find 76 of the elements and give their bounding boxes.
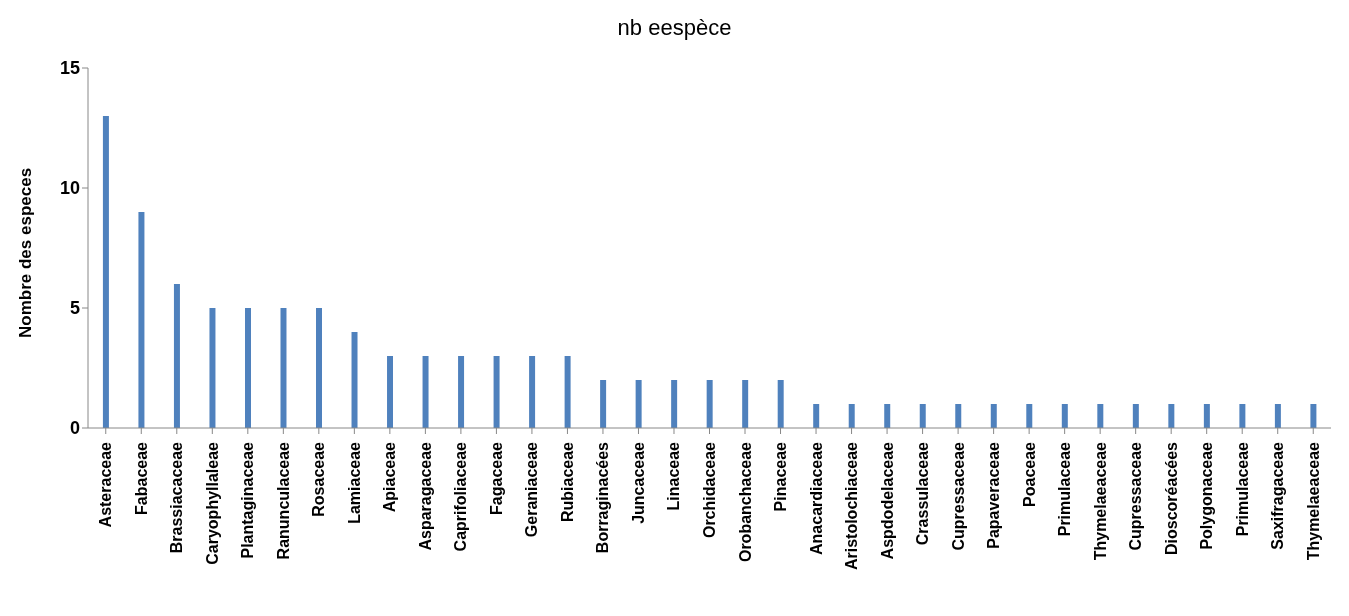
bar <box>244 308 251 428</box>
x-tick-label: Pinaceae <box>772 441 790 512</box>
x-tick-label: Rosaceae <box>310 441 328 517</box>
bar <box>1168 404 1175 428</box>
bar <box>1026 404 1033 428</box>
bar <box>280 308 287 428</box>
x-tick-label: Lamiaceae <box>345 441 363 524</box>
x-tick-label: Primulaceae <box>1056 441 1074 537</box>
x-tick-label: Poaceae <box>1020 441 1038 507</box>
bar <box>138 212 145 428</box>
x-tick-label: Polygonaceae <box>1198 441 1216 550</box>
bar <box>173 284 180 428</box>
bar <box>209 308 216 428</box>
bar <box>706 380 713 428</box>
x-tick-label: Aspdodelaceae <box>878 441 896 560</box>
x-tick-label: Thymelaeaceae <box>1304 441 1322 561</box>
bar <box>813 404 820 428</box>
bar <box>1310 404 1317 428</box>
bar <box>777 380 784 428</box>
bar <box>1274 404 1281 428</box>
x-tick-label: Cupressaceae <box>1127 441 1145 551</box>
x-tick-label: Saxifragaceae <box>1269 441 1287 550</box>
bar <box>316 308 322 428</box>
x-tick-label: Orobanchaceae <box>736 441 754 563</box>
x-tick-label: Aristolochiaceae <box>843 441 861 571</box>
bar <box>884 404 891 428</box>
x-tick-label: Orchidaceae <box>701 441 718 539</box>
x-tick-label: Cupressaceae <box>949 441 967 551</box>
x-tick-label: Primulaceae <box>1233 441 1251 537</box>
x-tick-label: Caprifoliaceae <box>452 441 470 552</box>
x-tick-label: Dioscoréacées <box>1162 441 1180 555</box>
x-tick-label: Plantaginaceae <box>239 441 257 559</box>
bar <box>493 356 500 428</box>
y-tick-label: 0 <box>69 418 80 439</box>
bar <box>387 356 394 428</box>
bar <box>848 404 855 428</box>
chart-title: nb eespèce <box>616 14 733 42</box>
x-tick-label: Fabaceae <box>132 441 150 515</box>
y-axis-title: Nombre des especes <box>16 167 36 338</box>
bar <box>351 332 358 428</box>
x-tick-label: Apiaceae <box>381 441 399 513</box>
bar <box>1061 404 1068 428</box>
x-tick-label: Linaceae <box>665 441 683 511</box>
y-tick-label: 10 <box>59 178 80 199</box>
x-tick-label: Asparagaceae <box>416 441 434 551</box>
bar <box>635 380 642 428</box>
bar <box>1132 404 1139 428</box>
bar <box>564 356 571 428</box>
bar <box>529 356 536 428</box>
x-tick-label: Brassiacaceae <box>168 441 186 554</box>
bar <box>1097 404 1104 428</box>
x-tick-label: Ranunculaceae <box>274 441 292 560</box>
x-tick-label: Asteraceae <box>97 441 115 528</box>
bar <box>102 116 109 428</box>
y-tick-label: 15 <box>59 58 80 79</box>
bar <box>600 380 607 428</box>
y-tick-label: 5 <box>69 298 80 319</box>
bar <box>919 404 926 428</box>
x-tick-label: Fagaceae <box>487 441 505 515</box>
bar <box>955 404 962 428</box>
x-tick-label: Thymelaeaceae <box>1091 441 1109 561</box>
bar <box>422 356 429 428</box>
bar <box>742 380 749 428</box>
x-tick-label: Rubiaceae <box>558 441 576 523</box>
x-tick-label: Borraginacées <box>594 441 612 554</box>
bar <box>1203 404 1210 428</box>
bar <box>458 356 465 428</box>
x-tick-label: Anacardiaceae <box>807 441 825 555</box>
x-tick-label: Papaveraceae <box>985 441 1003 549</box>
x-tick-label: Juncaceae <box>629 441 647 524</box>
x-tick-label: Geraniaceae <box>523 441 541 538</box>
x-tick-label: Crassulaceae <box>914 441 932 546</box>
x-tick-label: Caryophyllaleae <box>203 441 221 565</box>
bar <box>671 380 678 428</box>
bar <box>990 404 997 428</box>
bar <box>1239 404 1246 428</box>
